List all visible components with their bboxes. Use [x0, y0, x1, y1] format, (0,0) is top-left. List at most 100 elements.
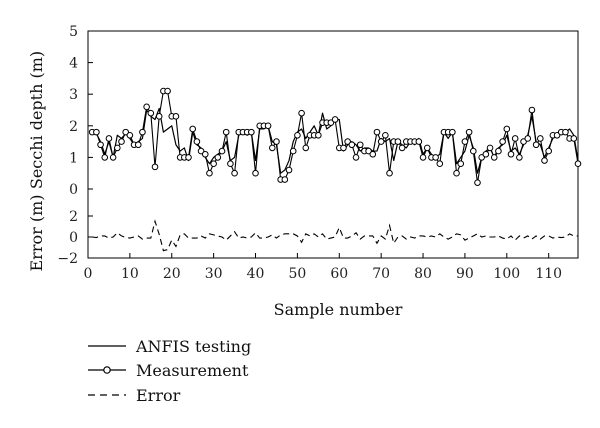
legend-marker-measurement [103, 366, 111, 374]
measurement-point [109, 154, 117, 161]
measurement-point [134, 141, 142, 149]
measurement-point [155, 113, 163, 120]
measurement-point [268, 144, 276, 152]
measurement-point [172, 113, 180, 120]
measurement-point [185, 154, 192, 161]
measurement-point [201, 150, 209, 158]
measurement-point [574, 160, 582, 168]
measurement-point [285, 166, 293, 174]
y-tick-label-upper: 0 [69, 182, 78, 198]
measurement-point [545, 147, 552, 155]
measurement-point [423, 144, 431, 152]
plot-frame [87, 30, 579, 259]
legend-item-measurement: Measurement [88, 361, 249, 380]
measurement-point [294, 131, 301, 139]
legend-item-anfis: ANFIS testing [88, 337, 251, 356]
measurement-point [436, 160, 444, 168]
x-tick-label: 50 [288, 266, 306, 282]
measurement-point [273, 138, 280, 145]
y-tick-label-upper: 5 [69, 24, 78, 40]
measurement-point [490, 154, 498, 161]
x-tick-label: 100 [493, 266, 520, 282]
x-tick-label: 60 [330, 266, 348, 282]
measurement-point [331, 116, 339, 123]
measurement-point [352, 154, 360, 161]
measurement-point [340, 144, 347, 152]
measurement-point [164, 87, 171, 95]
measurement-point [532, 141, 540, 149]
legend-item-error: Error [88, 386, 181, 405]
x-axis-title: Sample number [274, 300, 403, 319]
measurement-point [377, 138, 385, 145]
measurement-point [97, 141, 104, 149]
y-axis-title-lower: Error (m) [27, 195, 46, 272]
legend-label-measurement: Measurement [136, 361, 249, 380]
measurement-point [118, 138, 125, 145]
measurement-point [289, 147, 297, 155]
x-tick-label: 110 [535, 266, 562, 282]
measurement-point [570, 135, 578, 142]
measurement-point [214, 154, 222, 161]
measurement-point [469, 147, 477, 155]
measurement-point [231, 169, 238, 177]
measurement-point [206, 169, 213, 177]
measurement-point [474, 179, 481, 186]
x-tick-label: 90 [456, 266, 474, 282]
measurement-point [541, 157, 548, 164]
measurement-point [415, 138, 423, 145]
measurement-point [499, 138, 506, 145]
measurement-point [143, 103, 150, 111]
x-tick-label: 40 [247, 266, 265, 282]
y-tick-label-lower: 2 [69, 209, 78, 225]
measurement-point [373, 128, 381, 136]
measurement-point [486, 144, 494, 152]
measurement-point [465, 128, 473, 136]
x-tick-label: 20 [163, 266, 181, 282]
x-tick-label: 30 [205, 266, 223, 282]
legend: ANFIS testing Measurement Error [88, 337, 251, 405]
y-tick-label-upper: 3 [69, 87, 78, 103]
measurement-point [457, 160, 465, 168]
measurement-point [248, 128, 255, 136]
series-layer [88, 87, 582, 252]
measurement-point [193, 138, 201, 145]
measurement-point [222, 128, 230, 136]
x-tick-label: 80 [414, 266, 432, 282]
measurement-point [348, 141, 356, 149]
measurement-point [114, 144, 121, 152]
measurement-point [252, 169, 259, 177]
measurement-point [218, 147, 226, 155]
measurement-point [511, 135, 519, 142]
measurement-point [189, 125, 197, 133]
measurement-point [147, 109, 155, 117]
measurement-point [315, 131, 322, 139]
measurement-point [281, 176, 289, 183]
measurement-point [356, 141, 364, 149]
measurement-point [537, 135, 544, 142]
measurement-point [528, 106, 536, 114]
y-tick-label-upper: 4 [69, 56, 78, 72]
measurement-point [503, 125, 511, 133]
measurement-point [516, 154, 523, 161]
y-tick-label-lower: 0 [69, 230, 78, 246]
y-tick-label-upper: 1 [69, 150, 78, 166]
y-tick-label-lower: −2 [57, 251, 78, 267]
measurement-point [524, 135, 532, 142]
measurement-point [298, 109, 305, 117]
measurement-point [369, 150, 377, 158]
measurement-point [432, 154, 439, 161]
measurement-point [482, 150, 490, 158]
measurement-point [461, 138, 469, 145]
measurement-point [449, 128, 456, 136]
measurement-point [264, 122, 272, 130]
measurement-point [93, 128, 100, 136]
x-tick-label: 70 [372, 266, 390, 282]
measurement-point [210, 160, 217, 168]
measurement-point [562, 128, 569, 136]
measurement-point [101, 154, 109, 161]
measurement-point [139, 128, 146, 136]
